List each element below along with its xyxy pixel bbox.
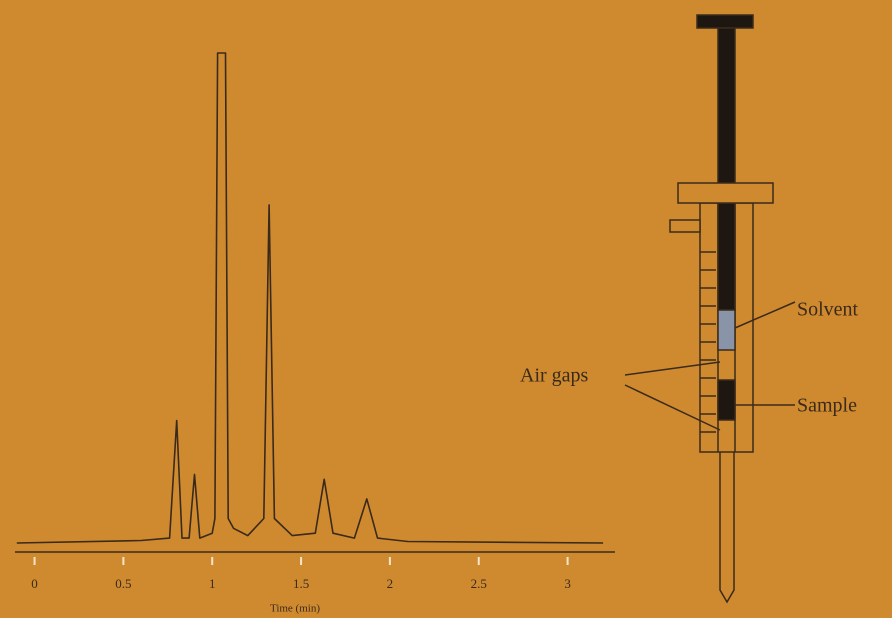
leader-line bbox=[625, 362, 720, 375]
figure: Time (min) Solvent Air gaps Sample 0 0.5 1… bbox=[0, 0, 892, 618]
annotation: Solvent bbox=[797, 299, 859, 321]
needle bbox=[720, 452, 734, 602]
x-tick-label: 1.5 bbox=[293, 576, 309, 591]
x-tick-label: 3 bbox=[564, 576, 571, 591]
leader-line bbox=[735, 302, 795, 328]
leader-line bbox=[625, 385, 720, 430]
annotation: Air gaps bbox=[520, 365, 589, 387]
x-tick-label: 0 bbox=[31, 576, 38, 591]
annotation: Sample bbox=[797, 395, 857, 417]
x-tick-label: 1 bbox=[209, 576, 216, 591]
chromatogram-line bbox=[17, 53, 603, 543]
flange bbox=[678, 183, 773, 203]
plunger-rod bbox=[718, 28, 735, 310]
solvent bbox=[718, 310, 735, 350]
x-tick-label: 2.5 bbox=[471, 576, 487, 591]
sample bbox=[718, 380, 735, 420]
x-tick-label: 2 bbox=[387, 576, 394, 591]
plunger-handle bbox=[697, 15, 753, 28]
x-axis-label: Time (min) bbox=[270, 603, 320, 615]
graduations bbox=[700, 252, 716, 432]
x-tick-label: 0.5 bbox=[115, 576, 131, 591]
syringe bbox=[625, 15, 795, 602]
finger-tab bbox=[670, 220, 700, 232]
